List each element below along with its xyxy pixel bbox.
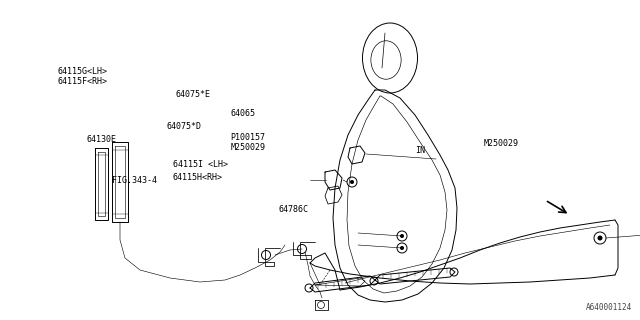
Text: IN: IN [415, 146, 426, 155]
Text: 64115I <LH>: 64115I <LH> [173, 160, 228, 169]
Text: 64115G<LH>: 64115G<LH> [58, 68, 108, 76]
Circle shape [598, 236, 602, 241]
Circle shape [400, 246, 404, 250]
Circle shape [350, 180, 354, 184]
Text: 64065: 64065 [230, 109, 255, 118]
Text: P100157: P100157 [230, 133, 266, 142]
Text: M250029: M250029 [230, 143, 266, 152]
Text: 64115H<RH>: 64115H<RH> [173, 173, 223, 182]
Text: 64075*E: 64075*E [176, 90, 211, 99]
Text: 64786C: 64786C [278, 205, 308, 214]
Text: A640001124: A640001124 [586, 303, 632, 312]
Text: 64075*D: 64075*D [166, 122, 202, 131]
Text: 64115F<RH>: 64115F<RH> [58, 77, 108, 86]
Text: M250029: M250029 [483, 140, 518, 148]
Text: FIG.343-4: FIG.343-4 [112, 176, 157, 185]
Circle shape [400, 234, 404, 238]
Text: 64130E: 64130E [86, 135, 116, 144]
